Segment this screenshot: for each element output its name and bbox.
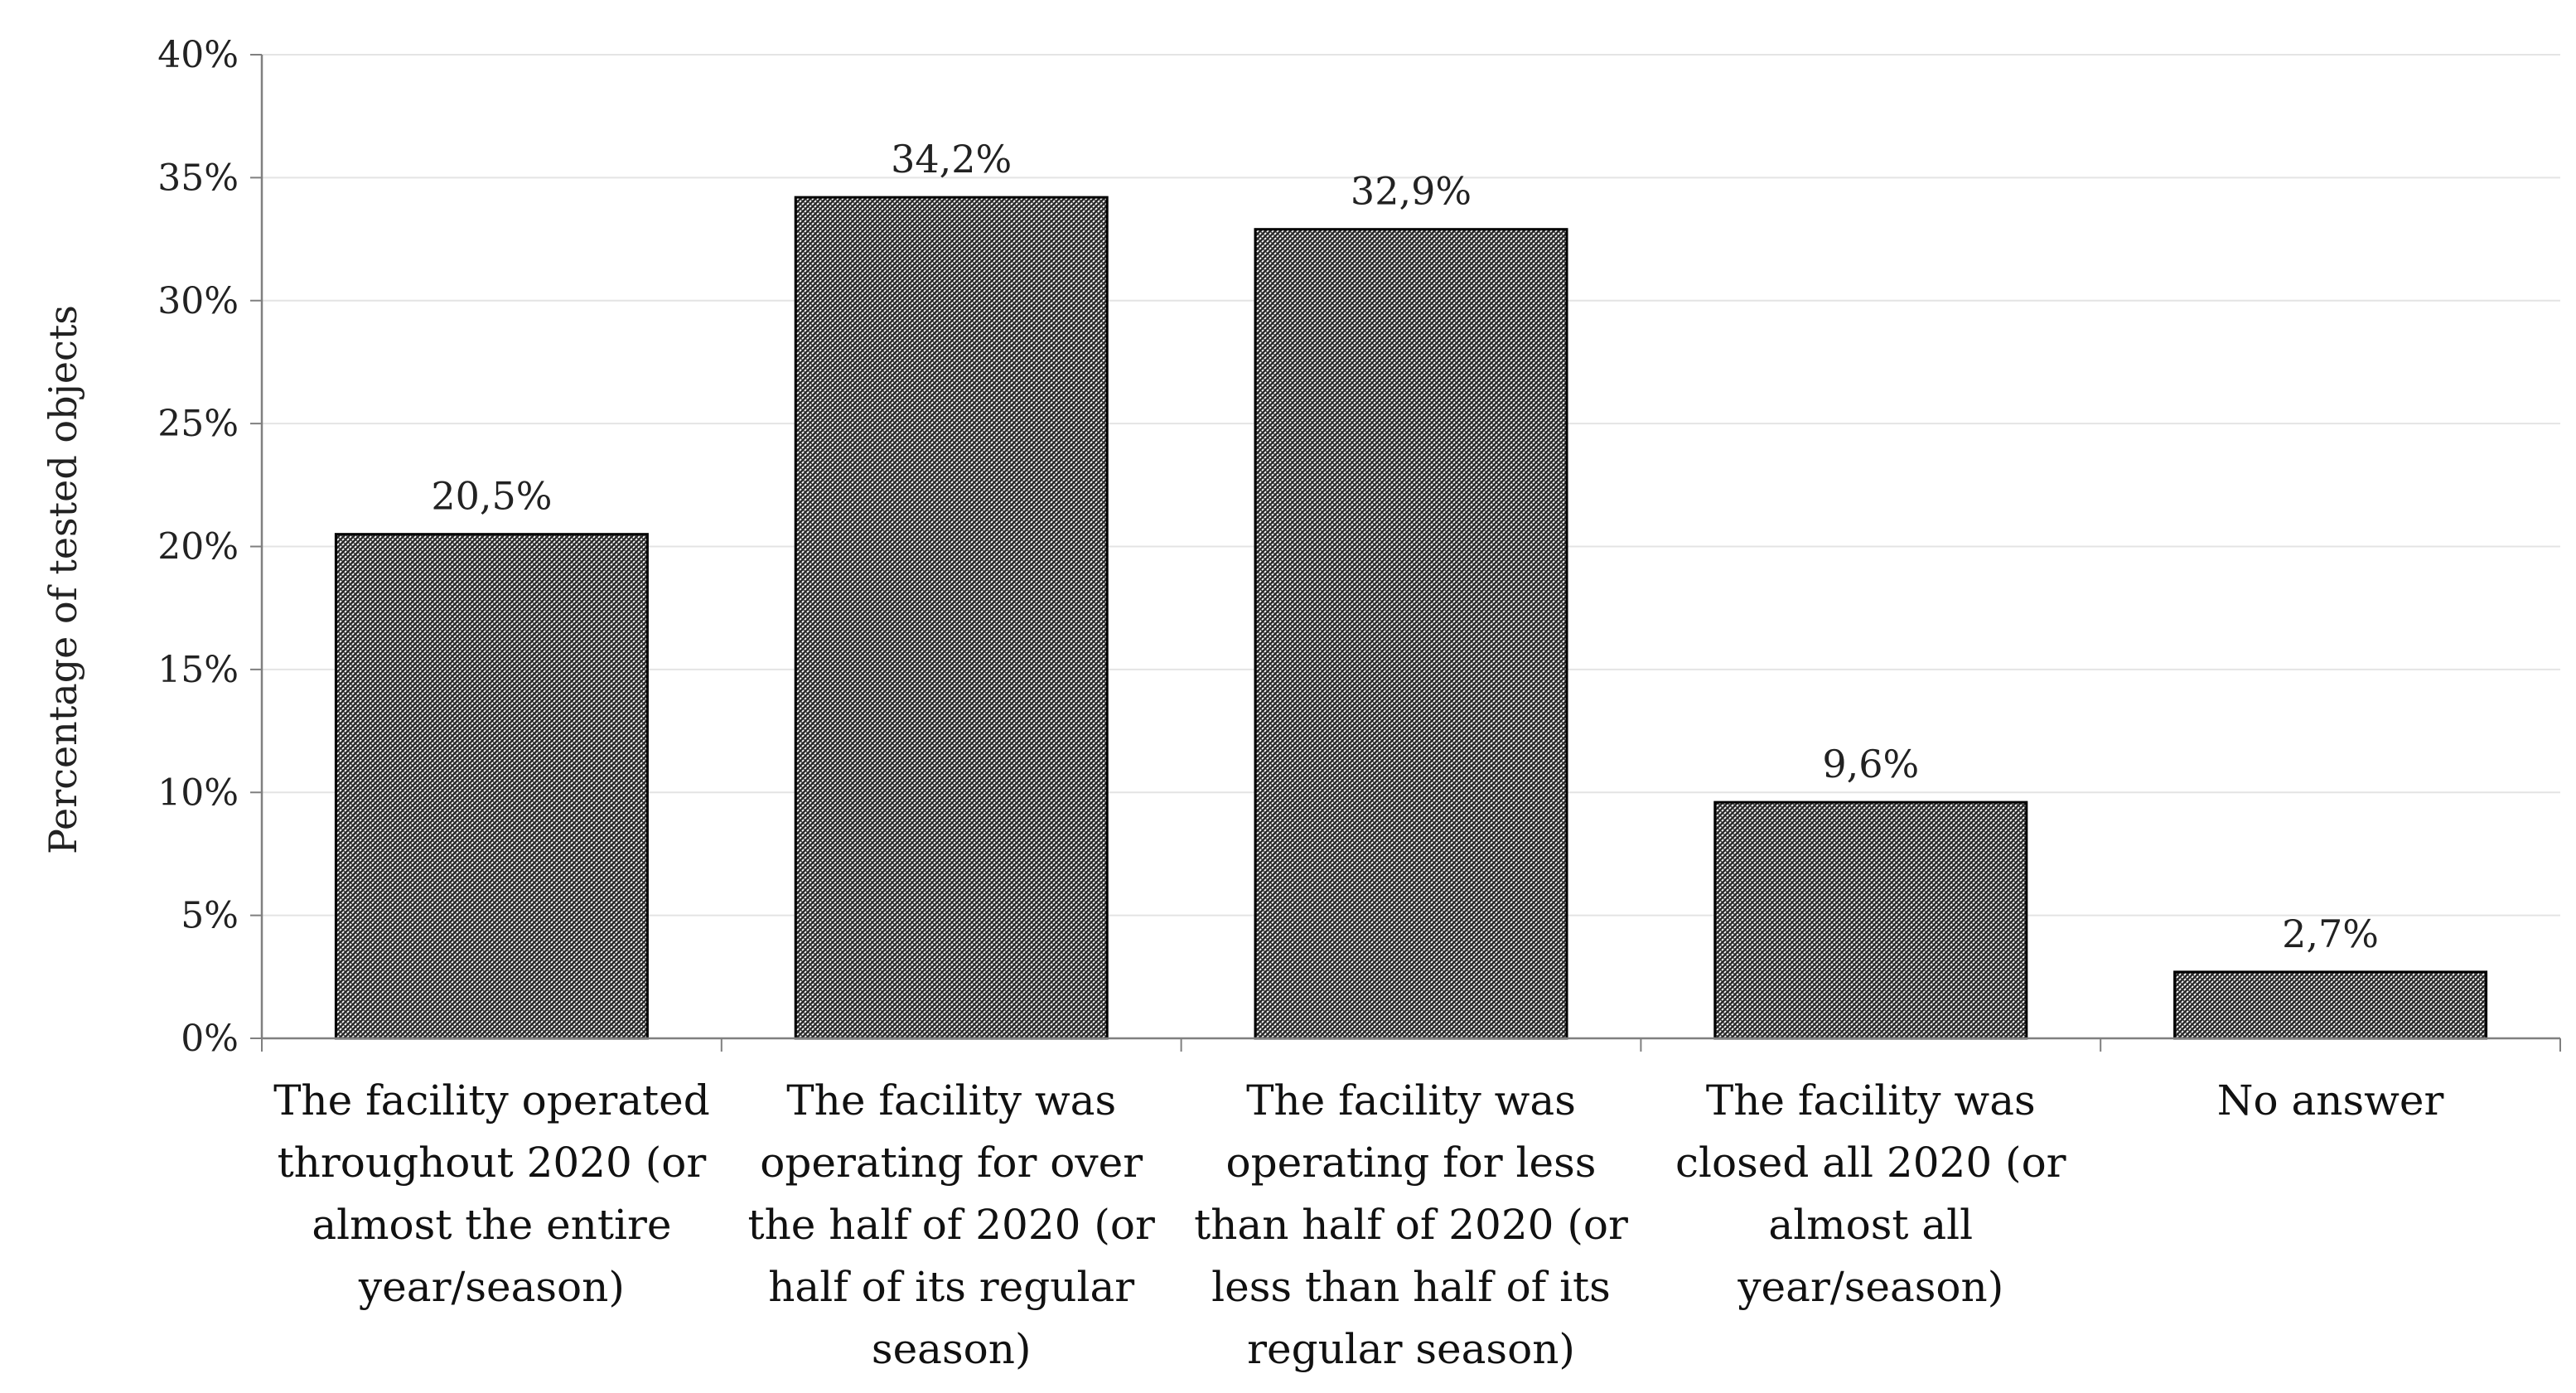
data-label: 32,9% — [1351, 169, 1472, 214]
bar — [1254, 228, 1568, 1040]
data-label: 2,7% — [2282, 912, 2379, 956]
bars — [334, 196, 2488, 1040]
y-tick-label: 10% — [157, 771, 239, 814]
axes — [250, 54, 2561, 1052]
bar — [2173, 970, 2488, 1040]
bar — [334, 533, 649, 1040]
x-category-label: The facility was operating for less than… — [1194, 1076, 1628, 1373]
y-tick-label: 20% — [157, 526, 239, 568]
y-tick-label: 40% — [157, 34, 239, 76]
y-tick-label: 0% — [181, 1018, 239, 1060]
data-labels: 20,5% 34,2% 32,9% 9,6% 2,7% — [431, 137, 2379, 956]
bar — [1713, 800, 2028, 1040]
y-tick-labels: 0% 5% 10% 15% 20% 25% 30% 35% 40% — [157, 34, 239, 1060]
y-axis-title: Percentage of tested objects — [41, 305, 85, 854]
data-label: 34,2% — [891, 137, 1012, 181]
bar — [794, 196, 1109, 1040]
y-tick-label: 30% — [157, 280, 239, 322]
y-tick-label: 35% — [157, 157, 239, 199]
x-category-label: The facility was operating for over the … — [747, 1076, 1155, 1373]
data-label: 20,5% — [431, 474, 552, 519]
y-tick-label: 5% — [181, 895, 239, 937]
y-tick-label: 15% — [157, 649, 239, 691]
x-category-label: The facility was closed all 2020 (or alm… — [1675, 1076, 2066, 1311]
y-tick-label: 25% — [157, 403, 239, 445]
x-category-label: The facility operated throughout 2020 (o… — [273, 1076, 710, 1311]
x-category-label: No answer — [2216, 1076, 2444, 1125]
data-label: 9,6% — [1822, 742, 1919, 786]
